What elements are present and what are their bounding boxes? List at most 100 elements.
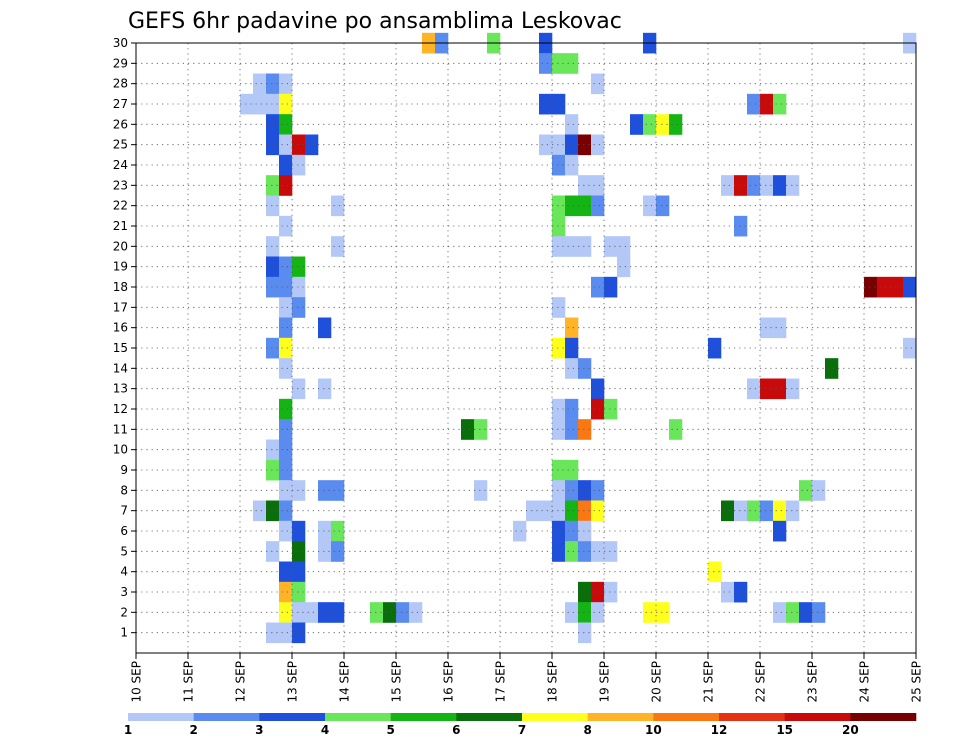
- heatmap-cell: [461, 419, 475, 440]
- heatmap-cell: [565, 520, 579, 542]
- heatmap-cell: [591, 378, 605, 400]
- heatmap-cell: [565, 236, 579, 257]
- y-tick-label: 12: [113, 402, 128, 416]
- y-tick-label: 1: [120, 626, 128, 640]
- heatmap-cell: [591, 195, 605, 217]
- heatmap-cell: [656, 195, 670, 217]
- heatmap-cell: [292, 561, 306, 583]
- heatmap-cell: [552, 459, 566, 481]
- heatmap-cell: [539, 500, 553, 522]
- heatmap-cell: [292, 602, 306, 623]
- heatmap-cell: [292, 581, 306, 603]
- colorbar-label: 1: [124, 723, 132, 737]
- heatmap-cell: [279, 439, 293, 461]
- heatmap-cell: [747, 175, 761, 196]
- heatmap-cell: [279, 602, 293, 623]
- y-tick-label: 22: [113, 199, 128, 213]
- heatmap-cell: [474, 419, 488, 440]
- heatmap-cell: [279, 215, 293, 237]
- heatmap-cell: [552, 480, 566, 501]
- y-tick-label: 13: [113, 382, 128, 396]
- heatmap-cell: [292, 622, 306, 644]
- heatmap-cell: [903, 276, 917, 298]
- heatmap-cell: [565, 337, 579, 359]
- y-tick-label: 9: [120, 463, 128, 477]
- heatmap-cell: [578, 581, 592, 603]
- heatmap-cell: [279, 93, 293, 115]
- heatmap-cell: [565, 358, 579, 379]
- heatmap-cell: [526, 500, 540, 522]
- colorbar-swatch: [193, 713, 260, 721]
- heatmap-cell: [318, 520, 332, 542]
- heatmap-cell: [552, 154, 566, 176]
- y-tick-label: 5: [120, 544, 128, 558]
- heatmap-cell: [279, 500, 293, 522]
- heatmap-cell: [331, 541, 345, 562]
- heatmap-cell: [279, 459, 293, 481]
- heatmap-cell: [643, 602, 657, 623]
- heatmap-cell: [708, 337, 722, 359]
- heatmap-cell: [279, 419, 293, 440]
- heatmap-cell: [773, 602, 787, 623]
- heatmap-cell: [734, 175, 748, 196]
- y-tick-label: 4: [120, 565, 128, 579]
- colorbar-swatch: [784, 713, 851, 721]
- heatmap-cell: [266, 256, 280, 278]
- heatmap-cell: [812, 602, 826, 623]
- heatmap-cell: [266, 175, 280, 196]
- y-tick-label: 26: [113, 117, 128, 131]
- heatmap-cell: [279, 480, 293, 501]
- heatmap-cell: [760, 93, 774, 115]
- heatmap-cell: [708, 561, 722, 583]
- x-tick-label: 22 SEP: [754, 661, 768, 703]
- heatmap-cell: [331, 236, 345, 257]
- x-tick-label: 14 SEP: [338, 661, 352, 703]
- heatmap-cell: [266, 541, 280, 562]
- heatmap-cell: [591, 73, 605, 95]
- x-axis-ticks: 10 SEP 11 SEP 12 SEP 13 SEP 14 SEP 15 SEP 16 S…: [130, 653, 924, 703]
- heatmap-cell: [279, 134, 293, 156]
- heatmap-cell: [305, 602, 319, 623]
- heatmap-cell: [266, 439, 280, 461]
- heatmap-cell: [591, 276, 605, 298]
- heatmap-cell: [279, 561, 293, 583]
- heatmap-cell: [565, 134, 579, 156]
- heatmap-cell: [266, 134, 280, 156]
- heatmap-cell: [591, 541, 605, 562]
- colorbar-label: 15: [776, 723, 793, 737]
- y-tick-label: 10: [113, 443, 128, 457]
- heatmap-cell: [292, 256, 306, 278]
- heatmap-cell: [773, 378, 787, 400]
- heatmap-cell: [266, 195, 280, 217]
- heatmap-cell: [864, 276, 878, 298]
- heatmap-cell: [604, 236, 618, 257]
- heatmap-cell: [786, 175, 800, 196]
- y-tick-label: 3: [120, 585, 128, 599]
- colorbar-label: 20: [842, 723, 859, 737]
- heatmap-cell: [266, 114, 280, 135]
- heatmap-cell: [331, 520, 345, 542]
- heatmap-cell: [552, 419, 566, 440]
- heatmap-cell: [552, 337, 566, 359]
- heatmap-cell: [578, 358, 592, 379]
- heatmap-cell: [513, 520, 527, 542]
- heatmap-cell: [578, 236, 592, 257]
- heatmap-cell: [591, 581, 605, 603]
- heatmap-cell: [539, 93, 553, 115]
- y-tick-label: 25: [113, 138, 128, 152]
- heatmap-cell: [396, 602, 410, 623]
- heatmap-cell: [279, 337, 293, 359]
- heatmap-cell: [552, 398, 566, 420]
- x-tick-label: 17 SEP: [494, 661, 508, 703]
- heatmap-cell: [253, 93, 267, 115]
- heatmap-cell: [578, 134, 592, 156]
- dotted-grid: [136, 43, 916, 653]
- heatmap-cell: [318, 317, 332, 339]
- heatmap-cell: [240, 93, 254, 115]
- y-tick-label: 11: [113, 422, 128, 436]
- heatmap-cell: [786, 602, 800, 623]
- heatmap-cell: [565, 459, 579, 481]
- heatmap-cell: [292, 520, 306, 542]
- heatmap-cell: [565, 53, 579, 74]
- heatmap-cell: [279, 317, 293, 339]
